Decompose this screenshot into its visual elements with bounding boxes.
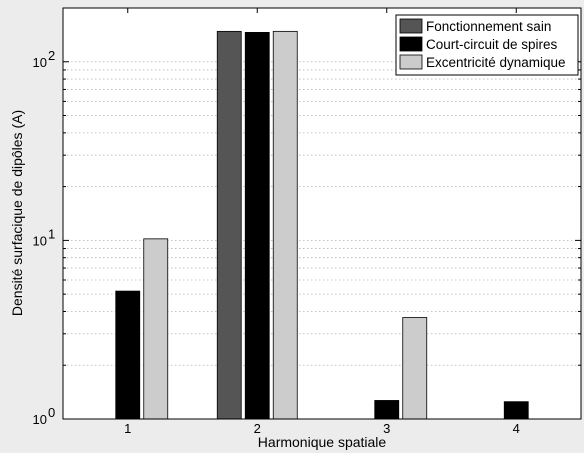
bar [244,32,270,420]
legend: Fonctionnement sain Court-circuit de spir… [395,14,579,76]
y-tick-label: 10 2 [33,48,56,70]
axis-ticks [63,7,581,420]
x-tick-label: 1 [124,421,131,436]
y-tick-exponent: 1 [48,226,55,241]
legend-label: Fonctionnement sain [426,19,551,34]
legend-box [395,14,579,76]
x-tick-label: 3 [383,421,390,436]
y-tick-exponent: 0 [48,405,55,420]
x-tick-label: 4 [513,421,520,436]
y-tick-base: 10 [33,412,47,427]
x-tick-label: 2 [254,421,261,436]
legend-swatch [399,54,423,70]
x-tick-labels: 1 2 3 4 [124,421,520,436]
y-tick-label: 10 0 [33,405,56,427]
bar [216,30,242,420]
legend-label: Excentricité dynamique [426,55,566,70]
bars [115,30,529,420]
legend-swatch [399,36,423,52]
y-tick-base: 10 [33,233,47,248]
x-axis-label: Harmonique spatiale [258,434,387,450]
y-tick-exponent: 2 [48,48,55,63]
legend-label: Court-circuit de spires [426,37,558,52]
plot-frame [62,7,582,420]
y-tick-label: 10 1 [33,226,56,248]
legend-swatch [399,18,423,34]
y-tick-base: 10 [33,55,47,70]
bar [402,317,428,420]
bar [143,238,169,420]
bar [115,290,141,420]
y-axis-label: Densité surfacique de dipôles (A) [9,110,25,316]
bar [272,30,298,420]
